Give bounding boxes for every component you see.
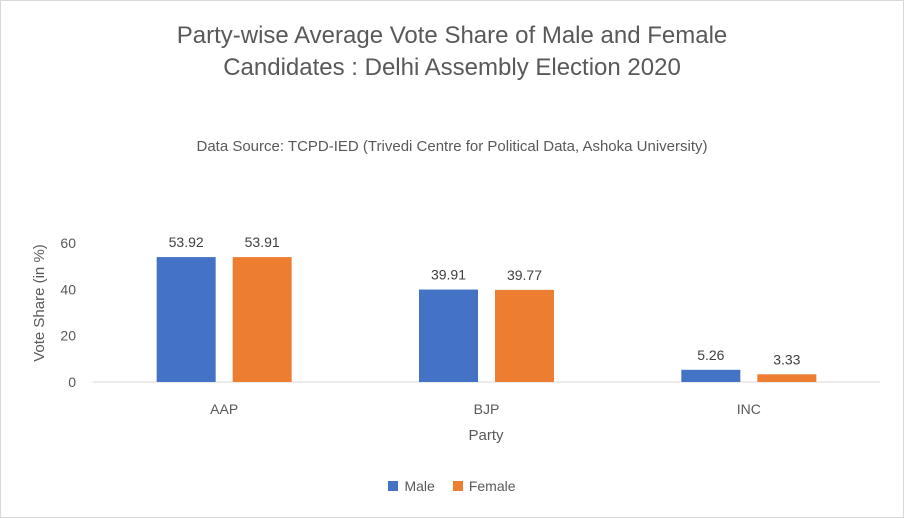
data-label: 39.91 bbox=[431, 267, 466, 283]
bar-male-inc bbox=[681, 369, 741, 382]
data-label: 53.92 bbox=[169, 234, 204, 250]
y-axis-ticks: 0 20 40 60 bbox=[60, 235, 76, 390]
legend-label-male: Male bbox=[404, 478, 435, 494]
data-label: 53.91 bbox=[245, 234, 280, 250]
bar-male-aap bbox=[156, 257, 216, 382]
y-tick-label: 20 bbox=[60, 328, 76, 344]
bar-male-bjp bbox=[419, 289, 478, 382]
y-tick-label: 0 bbox=[68, 374, 76, 390]
chart-title-line-1: Party-wise Average Vote Share of Male an… bbox=[176, 22, 728, 49]
legend-swatch-female bbox=[452, 481, 463, 491]
bar-chart-plot: 0 20 40 60 53.92 53.91 39.91 39.77 5.26 3.33 AAP… bbox=[31, 234, 880, 444]
bars-group: 53.92 53.91 39.91 39.77 5.26 3.33 bbox=[156, 234, 817, 382]
data-label: 3.33 bbox=[773, 351, 800, 367]
legend-item-female: Female bbox=[452, 478, 516, 494]
legend: Male Female bbox=[0, 478, 904, 494]
data-label: 5.26 bbox=[697, 347, 724, 363]
bar-female-bjp bbox=[495, 289, 554, 382]
bar-female-aap bbox=[232, 257, 292, 382]
legend-label-female: Female bbox=[468, 478, 516, 494]
y-tick-label: 60 bbox=[60, 235, 76, 251]
x-tick-label: AAP bbox=[210, 401, 238, 417]
legend-swatch-male bbox=[388, 481, 399, 491]
chart-subtitle: Data Source: TCPD-IED (Trivedi Centre fo… bbox=[196, 138, 708, 155]
legend-item-male: Male bbox=[388, 478, 435, 494]
x-tick-label: BJP bbox=[474, 401, 500, 417]
bar-female-inc bbox=[757, 374, 817, 382]
chart-title: Party-wise Average Vote Share of Male an… bbox=[0, 20, 904, 84]
x-axis-title: Party bbox=[468, 427, 504, 444]
y-tick-label: 40 bbox=[60, 281, 76, 297]
x-tick-label: INC bbox=[737, 401, 761, 417]
data-label: 39.77 bbox=[507, 267, 542, 283]
chart-title-line-2: Candidates : Delhi Assembly Election 202… bbox=[223, 54, 681, 81]
y-axis-title: Vote Share (in %) bbox=[31, 244, 48, 362]
x-axis-ticks: AAP BJP INC bbox=[210, 401, 761, 417]
